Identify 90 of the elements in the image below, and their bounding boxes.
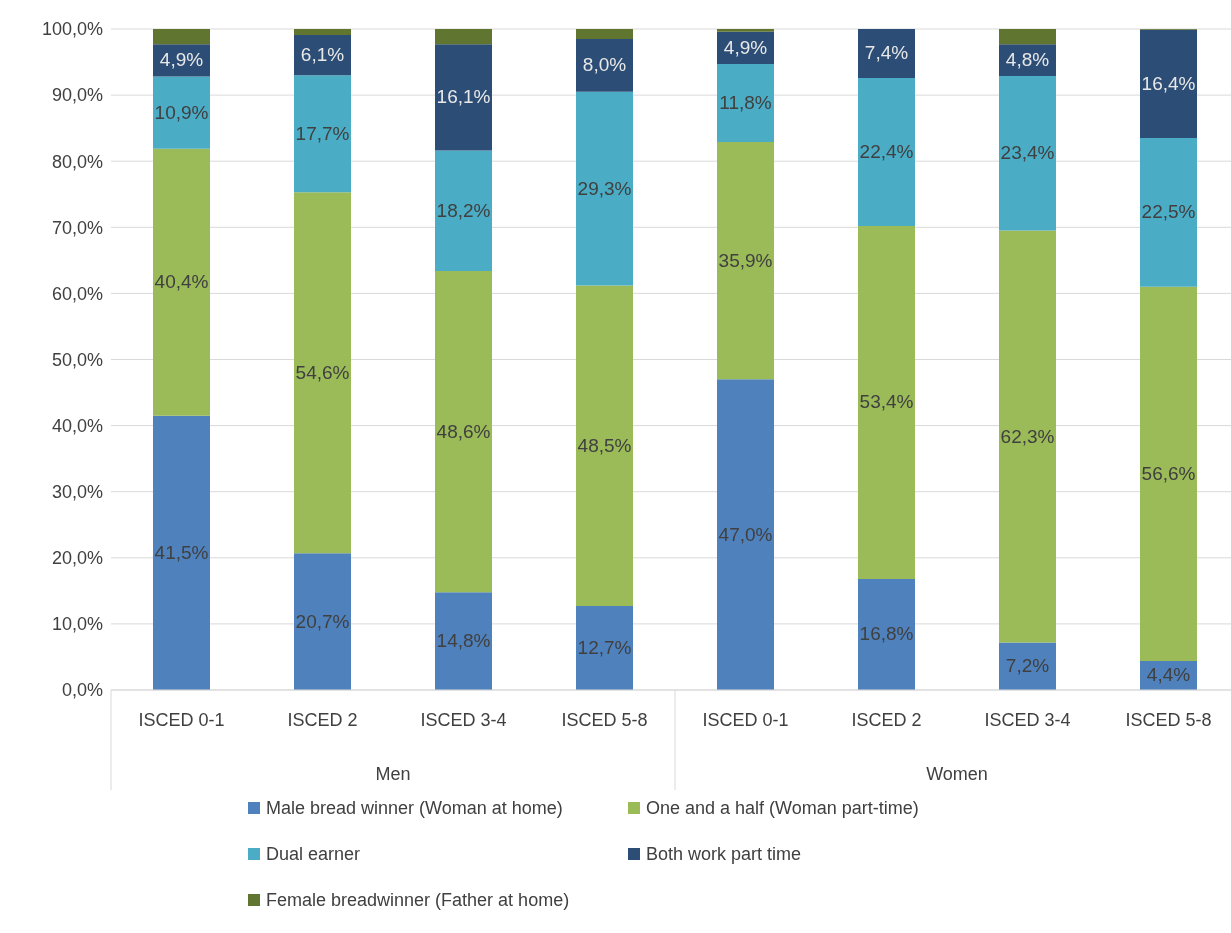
data-label: 47,0% [718,523,773,545]
x-tick-label: ISCED 5-8 [561,710,648,730]
data-label: 48,5% [577,434,632,456]
data-label: 35,9% [718,249,773,271]
bar [294,75,351,193]
bar [717,142,774,380]
bar [153,29,210,45]
bar [576,606,633,690]
legend-label: Dual earner [266,843,361,865]
bar [1140,138,1197,287]
data-label: 11,8% [719,92,772,114]
x-tick-label: ISCED 0-1 [702,710,789,730]
data-label: 20,7% [295,610,350,632]
x-tick-label: ISCED 5-8 [1125,710,1212,730]
y-tick-label: 60,0% [51,283,103,304]
data-label: 14,8% [436,630,491,652]
y-tick-label: 10,0% [51,614,103,635]
bar [576,285,633,607]
data-label: 4,4% [1146,664,1191,686]
data-label: 6,1% [300,44,345,66]
legend-label: Both work part time [646,843,802,865]
bar [294,553,351,690]
bar [858,29,915,78]
data-label: 16,8% [859,623,914,645]
data-label: 29,3% [577,177,632,199]
y-tick-label: 100,0% [41,19,103,40]
legend-label: Female breadwinner (Father at home) [266,889,570,911]
bar [576,91,633,286]
bar [1140,29,1197,139]
data-label: 12,7% [577,637,632,659]
data-label: 7,2% [1005,655,1050,677]
bar [576,29,633,39]
data-label: 54,6% [295,361,350,383]
text: Women [926,764,988,784]
x-tick-label: ISCED 2 [287,710,358,730]
bar [294,29,351,35]
y-tick-label: 50,0% [51,349,103,370]
bar [435,29,492,45]
x-tick-label: ISCED 3-4 [420,710,507,730]
data-label: 4,8% [1005,49,1050,71]
bar [435,270,492,593]
y-tick-label: 30,0% [51,482,103,503]
data-label: 7,4% [864,42,909,64]
y-tick-label: 80,0% [51,151,103,172]
bar [153,76,210,149]
data-label: 62,3% [1000,425,1055,447]
bar [999,75,1056,231]
legend-label: Male bread winner (Woman at home) [266,797,563,819]
data-label: 56,6% [1141,462,1196,484]
data-label: 22,5% [1141,201,1196,223]
data-label: 48,6% [436,420,491,442]
bar [858,578,915,690]
bar [999,29,1056,45]
bar [717,64,774,143]
bar [153,148,210,416]
data-label: 18,2% [436,199,491,221]
data-label: 8,0% [582,54,627,76]
bar [1140,286,1197,661]
bar [153,415,210,690]
data-label: 16,1% [436,86,491,108]
bar [435,44,492,151]
bar [294,192,351,554]
bar [576,38,633,92]
bar [717,379,774,690]
data-label: 4,9% [159,49,204,71]
data-label: 16,4% [1141,72,1196,94]
bar [858,225,915,579]
data-label: 10,9% [154,101,209,123]
y-tick-label: 40,0% [51,415,103,436]
data-label: 23,4% [1000,142,1055,164]
x-tick-label: ISCED 0-1 [138,710,225,730]
y-tick-label: 20,0% [51,548,103,569]
y-tick-label: 90,0% [51,85,103,106]
data-label: 22,4% [859,140,914,162]
legend-label: One and a half (Woman part-time) [646,797,919,819]
data-label: 53,4% [859,391,914,413]
bar [435,592,492,690]
bar [858,77,915,226]
data-label: 4,9% [723,36,768,58]
bar [717,29,774,32]
x-tick-label: ISCED 2 [851,710,922,730]
y-tick-label: 70,0% [51,217,103,238]
text: Men [375,764,411,784]
x-tick-label: ISCED 3-4 [984,710,1071,730]
data-label: 41,5% [154,541,209,563]
data-label: 40,4% [154,271,209,293]
bar [999,230,1056,643]
bar [435,150,492,271]
y-tick-label: 0,0% [61,680,103,701]
data-label: 17,7% [295,122,350,144]
